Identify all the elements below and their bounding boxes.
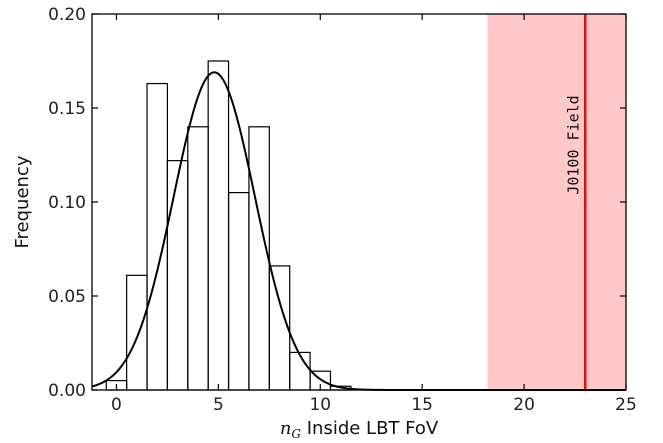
x-tick-label: 15 xyxy=(411,395,433,415)
histogram-bin-7 xyxy=(248,126,270,391)
histogram-bin-4 xyxy=(187,126,209,391)
y-axis-label: Frequency xyxy=(12,155,33,248)
histogram-bin-3 xyxy=(166,160,189,391)
x-axis-label-symbol: n xyxy=(280,418,292,439)
field-annotation: J0100 Field xyxy=(565,95,583,194)
axis-ticks: 0 5 10 15 20 25 0.00 0.05 0.10 0.15 0.20 xyxy=(48,5,637,415)
histogram-bin-5 xyxy=(207,60,230,391)
histogram-bars xyxy=(105,60,352,391)
x-axis-label-text: Inside LBT FoV xyxy=(301,418,439,439)
histogram-bin-8 xyxy=(268,265,291,391)
x-axis-label: nG Inside LBT FoV xyxy=(280,418,439,441)
x-tick-label: 0 xyxy=(111,395,122,415)
x-tick-label: 25 xyxy=(615,395,637,415)
x-axis-label-subscript: G xyxy=(291,427,301,441)
y-tick-label: 0.15 xyxy=(48,99,86,119)
y-tick-label: 0.10 xyxy=(48,193,86,213)
histogram-bin-1 xyxy=(126,274,148,391)
shaded-region-layer xyxy=(487,14,626,390)
histogram-bin-9 xyxy=(289,351,311,391)
x-tick-label: 5 xyxy=(213,395,224,415)
shaded-region xyxy=(487,14,626,390)
y-tick-label: 0.05 xyxy=(48,287,86,307)
histogram-bin-6 xyxy=(227,192,250,391)
x-tick-label: 20 xyxy=(513,395,535,415)
x-tick-label: 10 xyxy=(309,395,331,415)
y-tick-label: 0.00 xyxy=(48,381,86,401)
y-tick-label: 0.20 xyxy=(48,5,86,25)
